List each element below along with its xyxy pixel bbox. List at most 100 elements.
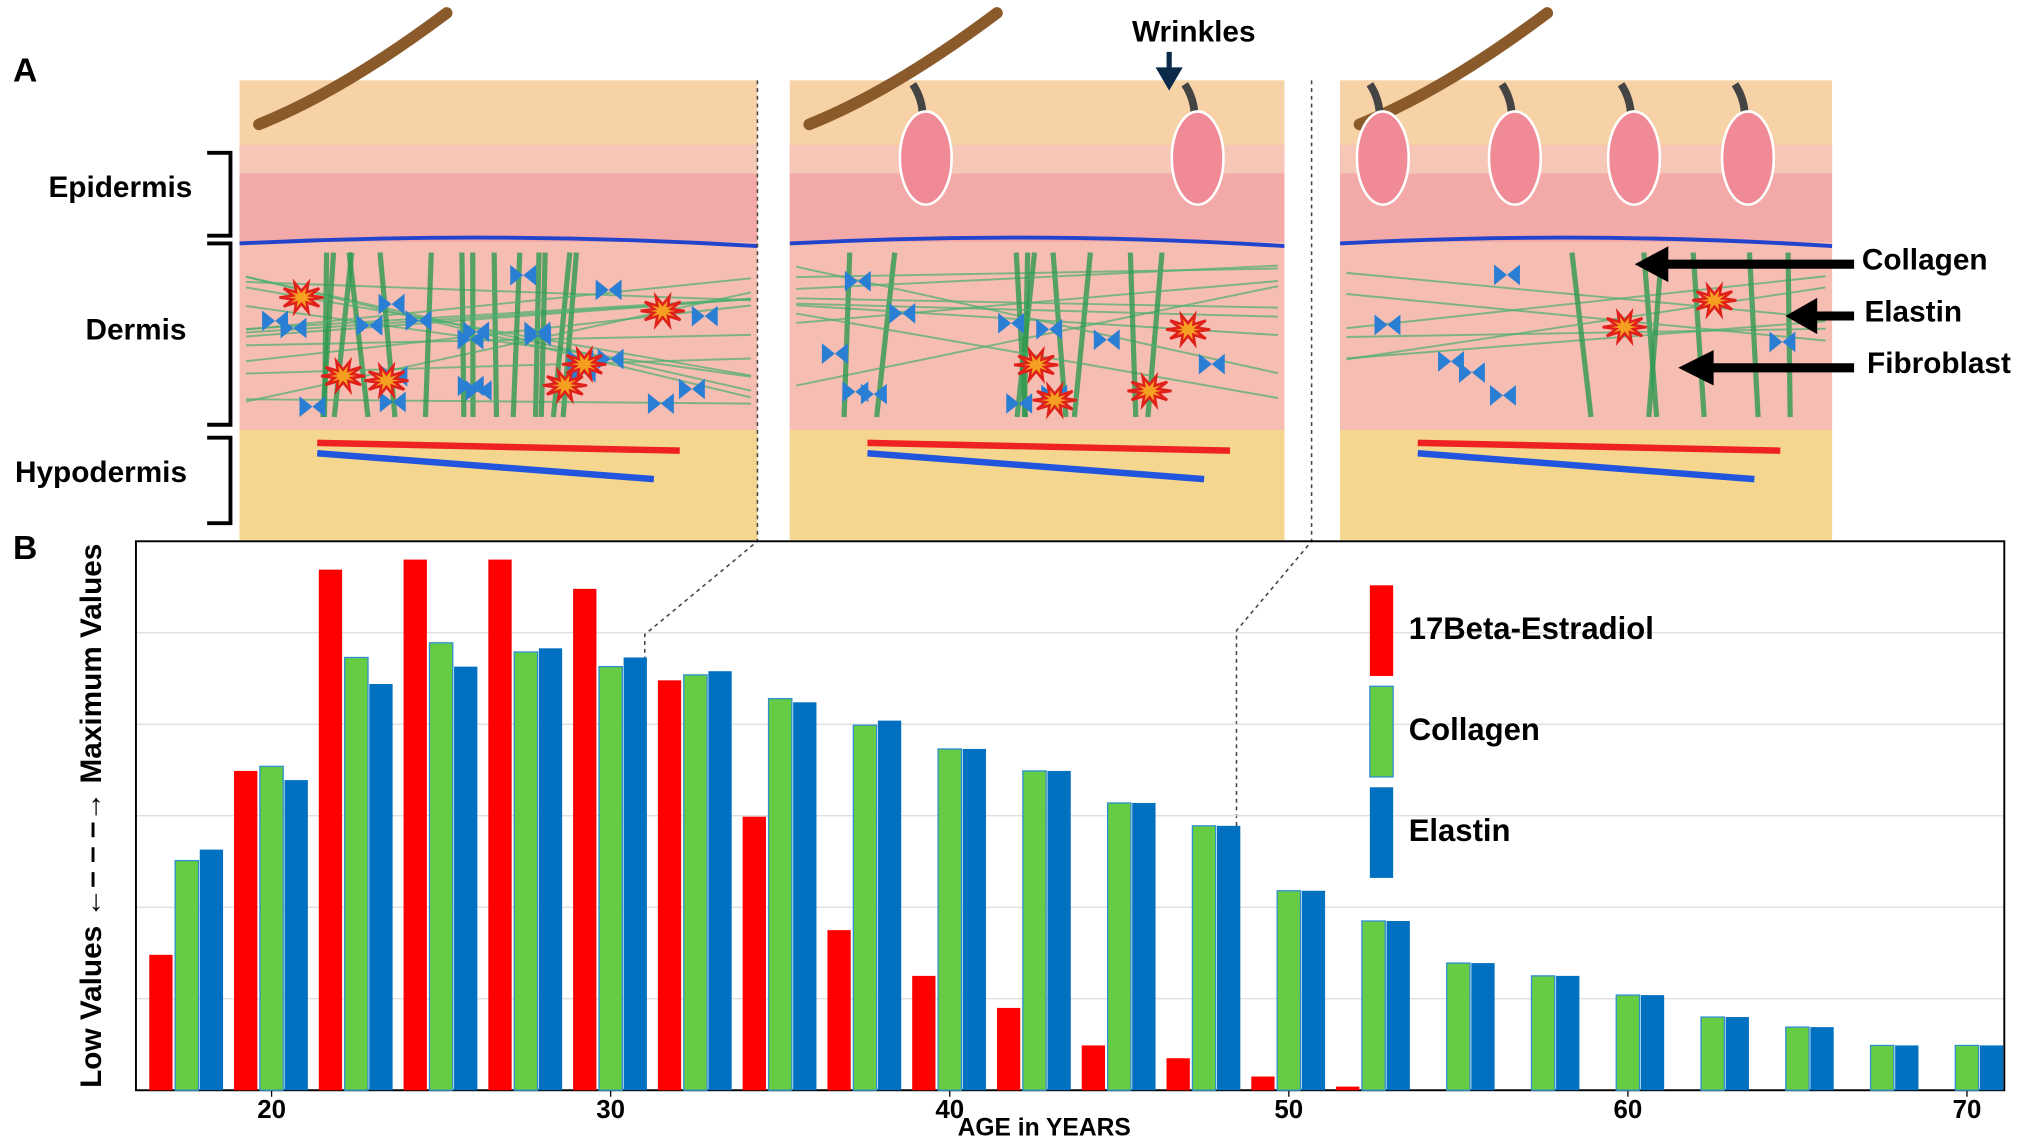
panel-label: A [13, 52, 37, 89]
elastin [463, 321, 490, 343]
vessel [317, 439, 680, 454]
bar [1700, 1016, 1725, 1091]
bar [259, 765, 284, 1091]
bar [1191, 825, 1217, 1091]
bar [767, 698, 793, 1091]
bar [1530, 975, 1556, 1091]
x-tick-label: 60 [1614, 1096, 1643, 1124]
elastin [1093, 329, 1120, 351]
layer-label: Epidermis [48, 171, 192, 204]
annotation: Fibroblast [1867, 347, 2011, 380]
collagen-fiber [1071, 252, 1093, 418]
bar [793, 702, 817, 1091]
collagen-fiber [1785, 252, 1793, 418]
bar [1869, 1044, 1895, 1091]
bar [1810, 1027, 1834, 1091]
fibroblast [1032, 381, 1077, 420]
elastin [1458, 362, 1485, 383]
bar [1047, 770, 1071, 1091]
wrinkle [898, 110, 953, 206]
skin-panel [239, 7, 758, 540]
bar [454, 666, 478, 1091]
annotation: Wrinkles [1132, 16, 1256, 49]
bar [852, 724, 878, 1091]
chart: 20 30 40 50 60 70 AGE in YEARS Low Values ←– – … [75, 540, 2006, 1142]
bar [199, 849, 224, 1091]
fibroblast [640, 291, 685, 331]
elastin [595, 279, 622, 301]
legend-label: Elastin [1409, 813, 1511, 848]
bar [369, 684, 393, 1091]
epidermis-top [239, 145, 758, 174]
bar [1725, 1017, 1749, 1091]
y-axis-label: Low Values ←– – –→ Maximum Values [75, 544, 108, 1088]
elastin [299, 396, 326, 417]
collagen-fiber [1690, 252, 1707, 418]
collagen-fiber [796, 302, 1278, 318]
collagen-fiber [1346, 286, 1826, 361]
vessel [1417, 439, 1781, 454]
bar [1336, 1086, 1360, 1091]
bar [284, 780, 308, 1091]
fibroblast [279, 278, 324, 317]
bar [149, 954, 173, 1091]
collagen-fiber [532, 252, 542, 418]
bar [877, 720, 902, 1091]
fibroblast [1013, 345, 1059, 385]
collagen-fiber [346, 252, 371, 418]
bar [1132, 802, 1156, 1091]
bar [742, 816, 766, 1091]
collagen-fiber [1646, 252, 1665, 418]
hair [253, 7, 453, 131]
bar [488, 559, 512, 1091]
layer-label: Dermis [85, 313, 186, 346]
bar [683, 674, 708, 1091]
bar [1386, 920, 1410, 1091]
bar [827, 930, 851, 1091]
bar [573, 588, 597, 1091]
elastin [678, 378, 705, 400]
bar [937, 748, 963, 1091]
skin-panels [239, 7, 1833, 540]
bar [1954, 1044, 1980, 1091]
collagen-fiber [491, 252, 500, 418]
bar [1979, 1045, 2004, 1091]
collagen-fiber [796, 280, 1279, 324]
legend-label: 17Beta-Estradiol [1409, 611, 1654, 646]
bar [1471, 963, 1495, 1091]
bar [1217, 825, 1241, 1091]
legend-swatch [1369, 787, 1394, 878]
collagen-fiber [320, 252, 337, 418]
elastin [1198, 353, 1225, 375]
annotation: Elastin [1864, 295, 1962, 328]
elastin [465, 380, 492, 401]
bar [962, 748, 986, 1091]
bar [344, 656, 369, 1091]
bar [1785, 1026, 1810, 1091]
bar [1301, 890, 1326, 1091]
collagen-fiber [796, 297, 1278, 309]
bar [1361, 920, 1386, 1091]
vessel [867, 439, 1231, 454]
elastin [378, 293, 405, 315]
bar [1166, 1058, 1190, 1091]
fibroblast [1692, 281, 1737, 320]
collagen-fiber [1013, 252, 1029, 418]
vessel [789, 235, 1285, 249]
collagen-fiber [1346, 327, 1826, 338]
collagen-fiber [1346, 275, 1826, 330]
x-tick-label: 40 [935, 1096, 964, 1124]
fibroblast [1602, 307, 1647, 347]
elastin [1006, 393, 1033, 414]
bar [234, 770, 258, 1091]
wrinkle [1720, 110, 1776, 206]
legend-swatch [1369, 685, 1394, 778]
vessel [1339, 235, 1833, 249]
annotation: Collagen [1862, 243, 1988, 276]
bar [428, 642, 454, 1091]
x-tick-label: 30 [596, 1096, 625, 1124]
wrinkle [1170, 110, 1225, 206]
wrinkle [1487, 110, 1543, 206]
